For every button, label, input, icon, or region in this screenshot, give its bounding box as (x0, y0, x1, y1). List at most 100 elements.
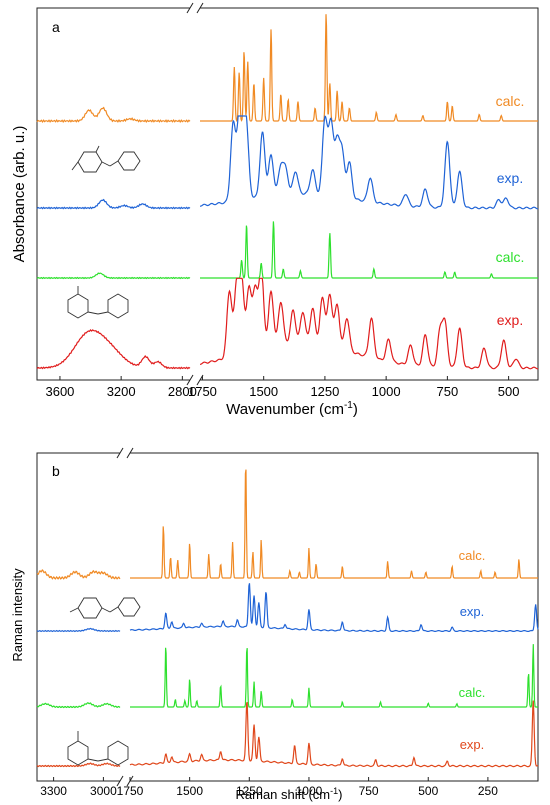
x-tick-label: 750 (437, 384, 459, 399)
series-4: exp. (36, 277, 539, 370)
molecule-3-phenyl-ring (117, 597, 141, 617)
molecule-1-pyridine-ring (77, 151, 103, 173)
panel-b-break-gap-top (120, 449, 130, 458)
panel-b-x-axis-label: Raman shift (cm-1) (236, 786, 343, 802)
panel-b-break-mark-top-1 (116, 447, 124, 459)
molecule-3-pyridine-ring (77, 597, 103, 619)
panel-a-break-mark-bottom-1 (186, 374, 194, 386)
x-tick-label: 500 (498, 384, 520, 399)
panel-a-break-mark-top-2 (196, 2, 204, 14)
x-tick-label: 1250 (236, 784, 263, 798)
panel-a-break-gap-bottom (190, 375, 200, 384)
molecule-3-nh-bond-1 (101, 607, 111, 613)
x-tick-label: 3200 (107, 384, 136, 399)
x-tick-label: 1250 (310, 384, 339, 399)
panel-a-x-axis-break (186, 2, 204, 386)
series-2-left-line (36, 627, 121, 633)
x-tick-label: 3300 (40, 784, 67, 798)
molecule-3-methyl-bond (69, 607, 79, 613)
panel-a-frame (36, 7, 539, 381)
series-4-right-line (129, 700, 539, 768)
x-tick-label: 3600 (45, 384, 74, 399)
molecule-4-nh-bond-1 (87, 758, 99, 762)
panel-b-x-axis-label-end: ) (338, 787, 342, 802)
panel-b-break-gap-bottom (120, 776, 130, 785)
series-1-right-line (130, 469, 538, 579)
series-2-left-line (36, 198, 191, 210)
panel-a-break-gap-top (190, 4, 200, 13)
molecule-3-structure (69, 597, 141, 619)
series-2-label: exp. (497, 170, 523, 186)
molecule-4-phenyl-ring (107, 740, 129, 766)
panel-a-label: a (52, 19, 60, 35)
x-tick-label: 2800 (168, 384, 197, 399)
series-1-left-line (36, 106, 191, 124)
panel-a-x-axis-label: Wavenumber (cm-1) (226, 400, 358, 418)
panel-b-x-axis-label-main: Raman shift (cm (236, 787, 331, 802)
molecule-2-nh-bond-1 (87, 311, 99, 315)
series-3: calc. (36, 221, 538, 280)
series-3-left-line (36, 272, 191, 280)
panel-a-x-axis-label-end: ) (353, 401, 358, 418)
series-2-right-line (129, 583, 539, 633)
x-tick-label: 750 (359, 784, 379, 798)
x-tick-label: 500 (418, 784, 438, 798)
series-1: calc. (36, 14, 538, 124)
series-3-right-line (130, 644, 538, 708)
series-1-label: calc. (496, 93, 525, 109)
molecule-2-phenyl-ring (107, 293, 129, 319)
x-tick-label: 1750 (188, 384, 217, 399)
series-4-right-line (200, 277, 539, 370)
molecule-4-structure (67, 731, 129, 766)
series-1-label: calc. (459, 548, 486, 563)
panel-b-y-axis-label: Raman intensity (10, 568, 25, 662)
panel-b-break-mark-bottom-1 (116, 775, 124, 787)
series-4-left-line (36, 762, 121, 768)
series-3: calc. (36, 644, 538, 709)
series-3-label: calc. (459, 685, 486, 700)
x-tick-label: 1000 (296, 784, 323, 798)
molecule-2-pyridine-ring (67, 293, 89, 319)
panel-b-frame (36, 452, 539, 782)
panel-a-x-axis-label-sup: -1 (344, 400, 353, 411)
molecule-1-nh-bond-2 (109, 160, 119, 167)
panel-a-break-mark-top-1 (186, 2, 194, 14)
series-3-left-line (36, 702, 121, 709)
series-4-label: exp. (460, 737, 485, 752)
panel-b-ticks: 3300 3000 1750 1500 1250 1000 750 500 250 (40, 777, 498, 798)
molecule-1-structure (71, 145, 141, 173)
panel-b-label: b (52, 463, 60, 479)
molecule-4-pyridine-ring (67, 740, 89, 766)
panel-b-break-mark-top-2 (126, 447, 134, 459)
series-2-right-line (200, 115, 538, 210)
molecule-2-structure (67, 286, 129, 319)
panel-a-x-axis-label-main: Wavenumber (cm (226, 401, 344, 418)
series-1-right-line (200, 14, 538, 122)
series-4-label: exp. (497, 312, 523, 328)
series-2-label: exp. (460, 604, 485, 619)
panel-b-x-axis-label-sup: -1 (330, 786, 338, 796)
series-2: exp. (36, 583, 539, 633)
molecule-1-nitro-bond (95, 145, 100, 153)
molecule-1-methyl-bond (71, 161, 79, 171)
panel-b: b 3300 3000 1750 1500 1250 1000 750 500 250 calc… (10, 447, 539, 802)
series-3-right-line (200, 221, 538, 279)
molecule-3-nh-bond-2 (109, 606, 119, 613)
series-2: exp. (36, 115, 538, 210)
series-4-left-line (36, 328, 191, 370)
molecule-4-nh-bond-2 (97, 758, 109, 762)
molecule-1-phenyl-ring (117, 151, 141, 171)
panel-a-series: calc. exp. calc. exp. (36, 14, 539, 370)
molecule-2-nh-bond-2 (97, 311, 109, 315)
panel-a-y-axis-label: Absorbance (arb. u.) (11, 126, 28, 263)
molecule-1-nh-bond-1 (101, 161, 111, 167)
x-tick-label: 1000 (372, 384, 401, 399)
series-4: exp. (36, 700, 539, 768)
panel-b-series: calc. exp. calc. exp. (36, 469, 539, 768)
x-tick-label: 250 (478, 784, 498, 798)
x-tick-label: 1500 (249, 384, 278, 399)
x-tick-label: 3000 (90, 784, 117, 798)
